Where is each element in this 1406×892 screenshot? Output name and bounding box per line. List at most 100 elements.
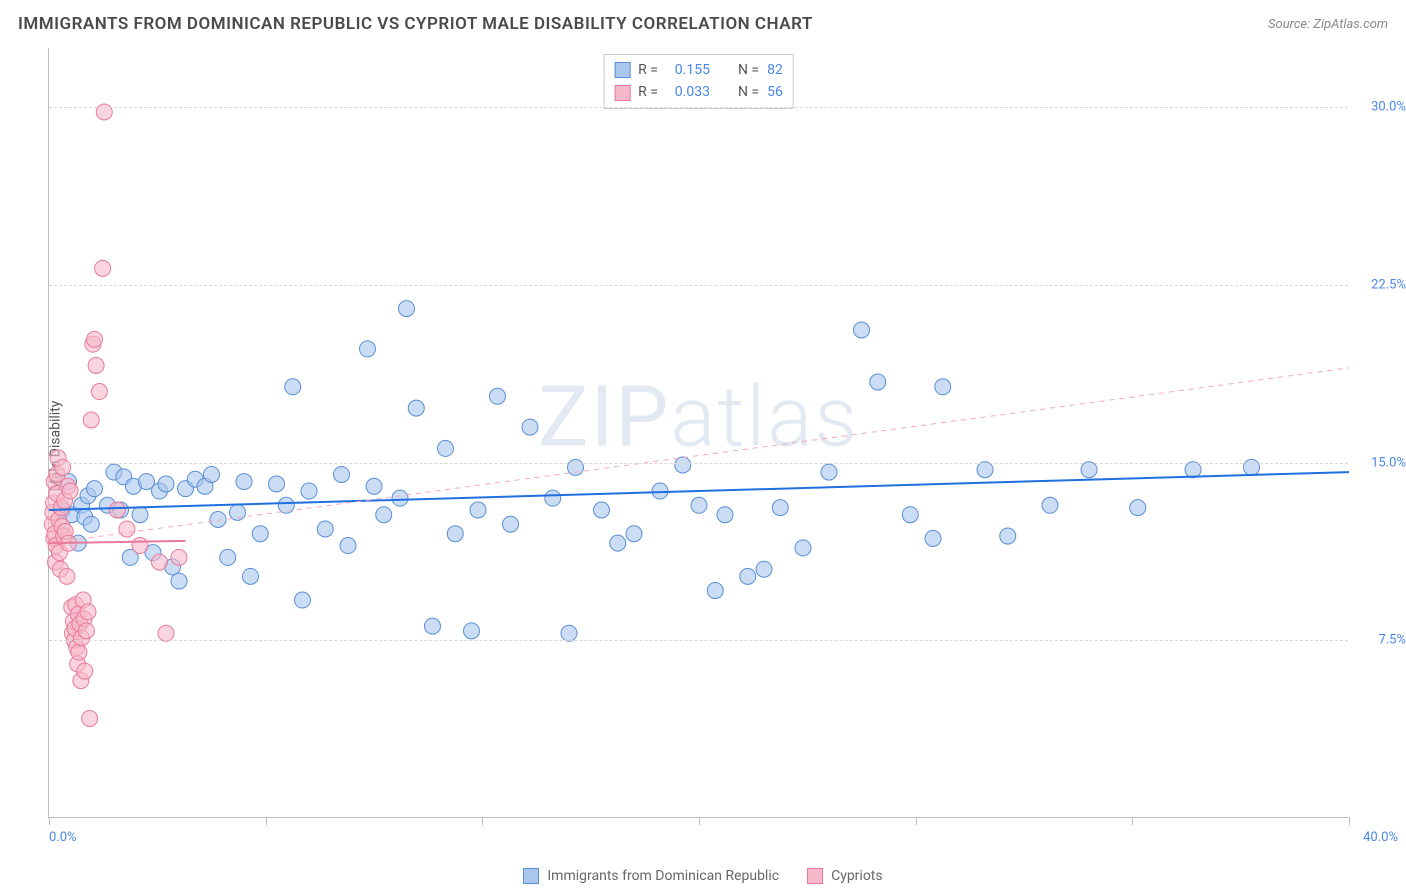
- scatter-point: [132, 507, 148, 523]
- scatter-point: [301, 483, 317, 499]
- scatter-point: [447, 526, 463, 542]
- legend-n-value-2: 56: [767, 81, 783, 103]
- scatter-point: [204, 466, 220, 482]
- bottom-legend: Immigrants from Dominican Republic Cypri…: [0, 868, 1406, 884]
- scatter-point: [132, 538, 148, 554]
- legend-r-value-1: 0.155: [666, 59, 710, 81]
- gridline-h: [49, 640, 1348, 641]
- chart-header: IMMIGRANTS FROM DOMINICAN REPUBLIC VS CY…: [18, 14, 1388, 34]
- scatter-point: [795, 540, 811, 556]
- scatter-point: [1081, 462, 1097, 478]
- bottom-legend-swatch-2: [807, 868, 823, 884]
- bottom-legend-item-1: Immigrants from Dominican Republic: [523, 868, 779, 884]
- x-axis-min-label: 0.0%: [49, 830, 77, 845]
- scatter-point: [610, 535, 626, 551]
- scatter-point: [675, 457, 691, 473]
- scatter-point: [870, 374, 886, 390]
- scatter-point: [756, 561, 772, 577]
- scatter-point: [88, 357, 104, 373]
- x-tick: [699, 817, 700, 825]
- scatter-point: [935, 379, 951, 395]
- scatter-point: [360, 341, 376, 357]
- scatter-point: [243, 568, 259, 584]
- scatter-point: [425, 618, 441, 634]
- legend-n-label-1: N =: [738, 59, 759, 81]
- scatter-point: [740, 568, 756, 584]
- scatter-point: [295, 592, 311, 608]
- scatter-point: [902, 507, 918, 523]
- scatter-point: [87, 481, 103, 497]
- y-tick-label: 30.0%: [1371, 100, 1406, 115]
- legend-swatch-2: [614, 85, 630, 101]
- scatter-point: [545, 490, 561, 506]
- scatter-point: [71, 644, 87, 660]
- correlation-legend: R = 0.155 N = 82 R = 0.033 N = 56: [603, 54, 794, 109]
- scatter-point: [1042, 497, 1058, 513]
- scatter-point: [285, 379, 301, 395]
- gridline-h: [49, 285, 1348, 286]
- legend-row-series-2: R = 0.033 N = 56: [614, 81, 783, 103]
- scatter-point: [171, 549, 187, 565]
- legend-n-label-2: N =: [738, 81, 759, 103]
- scatter-point: [62, 483, 78, 499]
- scatter-point: [376, 507, 392, 523]
- x-axis-max-label: 40.0%: [1363, 830, 1398, 845]
- bottom-legend-label-1: Immigrants from Dominican Republic: [547, 868, 779, 884]
- x-tick: [916, 817, 917, 825]
- scatter-point: [95, 260, 111, 276]
- x-tick: [1349, 817, 1350, 825]
- legend-r-value-2: 0.033: [666, 81, 710, 103]
- x-tick: [266, 817, 267, 825]
- scatter-point: [83, 412, 99, 428]
- scatter-point: [1185, 462, 1201, 478]
- gridline-h: [49, 107, 1348, 108]
- scatter-point: [925, 530, 941, 546]
- scatter-point: [464, 623, 480, 639]
- scatter-point: [821, 464, 837, 480]
- scatter-point: [408, 400, 424, 416]
- scatter-point: [83, 516, 99, 532]
- legend-row-series-1: R = 0.155 N = 82: [614, 59, 783, 81]
- scatter-point: [594, 502, 610, 518]
- scatter-point: [87, 331, 103, 347]
- y-tick-label: 22.5%: [1371, 277, 1406, 292]
- scatter-point: [366, 478, 382, 494]
- scatter-point: [561, 625, 577, 641]
- scatter-point: [171, 573, 187, 589]
- bottom-legend-item-2: Cypriots: [807, 868, 883, 884]
- legend-r-label-2: R =: [638, 81, 658, 103]
- scatter-point: [210, 511, 226, 527]
- scatter-point: [399, 301, 415, 317]
- x-tick: [482, 817, 483, 825]
- scatter-svg: [49, 48, 1349, 818]
- scatter-point: [392, 490, 408, 506]
- bottom-legend-label-2: Cypriots: [831, 868, 883, 884]
- scatter-point: [236, 474, 252, 490]
- x-tick: [49, 817, 50, 825]
- scatter-point: [59, 568, 75, 584]
- scatter-point: [252, 526, 268, 542]
- scatter-point: [317, 521, 333, 537]
- y-tick-label: 7.5%: [1378, 633, 1406, 648]
- scatter-point: [1000, 528, 1016, 544]
- scatter-point: [119, 521, 135, 537]
- scatter-point: [438, 440, 454, 456]
- scatter-point: [707, 583, 723, 599]
- scatter-point: [490, 388, 506, 404]
- scatter-point: [522, 419, 538, 435]
- legend-n-value-1: 82: [767, 59, 783, 81]
- scatter-point: [340, 538, 356, 554]
- scatter-point: [626, 526, 642, 542]
- x-tick: [1132, 817, 1133, 825]
- scatter-point: [91, 384, 107, 400]
- scatter-point: [80, 604, 96, 620]
- scatter-point: [772, 500, 788, 516]
- scatter-point: [158, 625, 174, 641]
- chart-source: Source: ZipAtlas.com: [1268, 17, 1388, 32]
- scatter-point: [82, 710, 98, 726]
- scatter-point: [158, 476, 174, 492]
- scatter-point: [854, 322, 870, 338]
- scatter-point: [78, 623, 94, 639]
- scatter-point: [77, 663, 93, 679]
- scatter-point: [109, 502, 125, 518]
